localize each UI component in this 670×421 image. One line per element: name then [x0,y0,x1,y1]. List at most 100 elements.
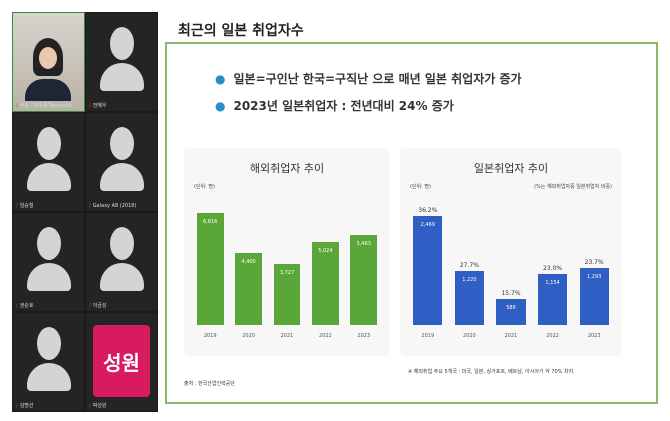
participant-name: / Galaxy A8 (2018) [89,203,136,209]
participant-tile[interactable]: / 권순호 [13,213,84,311]
muted-mic-icon: / [89,303,91,309]
bar: 1,154 23.0% [538,265,568,325]
bar-value-label: 1,293 [587,274,602,281]
slide-content-frame [165,42,658,404]
x-tick-label: 2020 [463,333,476,339]
chart-note: (%는 해외취업자중 일본취업자 비중) [534,184,612,190]
bar: 586 15.7% [496,290,526,325]
bar: 5,463 [350,235,378,325]
bar-value-label: 3,727 [279,269,295,276]
muted-mic-icon: / [16,203,18,209]
bar-value-label: 586 [506,305,516,312]
participant-name-text: 주승 · 조우종 Tanyouth [19,103,72,109]
bar-value-label: 1,220 [462,277,477,284]
x-tick-label: 2022 [546,333,559,339]
bar-percent-label: 15.7% [501,290,521,298]
bullet-text: 2023년 일본취업자 : 전년대비 24% 증가 [233,99,454,113]
participant-name-text: 김명선 [19,403,34,409]
avatar-head-icon [109,27,134,60]
avatar-head-icon [109,227,134,260]
participant-gallery: / 주승 · 조우종 Tanyouth / 전해우 / 임승철 / Galaxy A8 (20… [12,12,158,412]
chart-unit: (단위: 명) [410,184,431,190]
bar-value-label: 4,400 [241,258,256,265]
bullet-2: ● 2023년 일본취업자 : 전년대비 24% 증가 [215,97,454,114]
bar: 2,469 36.2% [413,207,443,325]
avatar-head-icon [36,327,61,360]
chart-title: 일본취업자 추이 [473,162,549,175]
bar-value-label: 6,816 [203,219,218,226]
bar: 1,220 27.7% [454,262,484,325]
bar-value-label: 1,154 [545,280,560,287]
x-tick-label: 2023 [587,333,601,339]
bullet-dot-icon: ● [215,99,226,113]
bar: 1,293 23.7% [579,259,609,325]
participant-tile[interactable]: / Galaxy A8 (2018) [86,113,157,211]
participant-tile[interactable]: / 임승철 [13,113,84,211]
avatar-body-icon [26,163,71,191]
bar: 3,727 [273,263,301,325]
participant-name: / 김명선 [16,402,34,409]
participant-name-text: 박성원 [92,403,107,409]
bar: 6,816 [196,213,224,325]
bar-value-label: 5,463 [356,241,371,248]
x-tick-label: 2020 [242,333,255,339]
participant-tile[interactable]: 성원 / 박성원 [86,313,157,411]
avatar-head-icon [36,127,61,160]
source-note: 출처 : 한국산업인력공단 [184,381,235,387]
chart-unit: (단위: 명) [194,184,215,190]
muted-mic-icon: / [16,403,18,409]
participant-name: / 권순호 [16,302,34,309]
avatar-head-icon [36,227,61,260]
video-body [25,79,71,101]
participant-name: / 박성원 [89,402,107,409]
bar: 4,400 [235,252,263,325]
bar-percent-label: 36.2% [418,207,438,215]
bar-value-label: 2,469 [420,222,435,229]
bar: 5,024 [311,242,339,325]
x-tick-label: 2022 [319,333,332,339]
x-tick-label: 2019 [203,333,217,339]
overseas-employment-chart: 해외취업자 추이 (단위: 명) 6,816 2019 4,400 2020 3,727 20… [186,150,388,355]
chart-title: 해외취업자 추이 [249,162,325,175]
participant-name: / 전해우 [89,102,107,109]
bar-percent-label: 23.7% [584,259,604,267]
japan-employment-chart: 일본취업자 추이 (단위: 명) (%는 해외취업자중 일본취업자 비중) 2,469… [402,150,620,355]
bullet-1: ● 일본=구인난 한국=구직난 으로 매년 일본 취업자가 증가 [215,70,522,87]
bar-value-label: 5,024 [318,248,333,255]
bar-percent-label: 27.7% [459,262,479,270]
muted-mic-icon: / [16,303,18,309]
participant-name-text: 전해우 [92,103,107,109]
participant-tile[interactable]: / 주승 · 조우종 Tanyouth [12,12,85,112]
participant-name-text: 이금성 [92,303,107,309]
participant-tile[interactable]: / 이금성 [86,213,157,311]
bullet-text: 일본=구인난 한국=구직난 으로 매년 일본 취업자가 증가 [233,72,522,86]
avatar-body-icon [99,163,144,191]
participant-name: / 이금성 [89,302,107,309]
avatar-body-icon [99,263,144,291]
muted-mic-icon: / [16,103,18,109]
avatar-body-icon [26,263,71,291]
participant-name-text: Galaxy A8 (2018) [92,203,137,209]
x-tick-label: 2019 [421,333,435,339]
participant-name-text: 권순호 [19,303,34,309]
avatar-body-icon [26,363,71,391]
muted-mic-icon: / [89,203,91,209]
participant-name-text: 임승철 [19,203,34,209]
x-tick-label: 2023 [357,333,371,339]
participant-tile[interactable]: / 김명선 [13,313,84,411]
x-tick-label: 2021 [504,333,518,339]
video-face [39,47,57,69]
slide-title: 최근의 일본 취업자수 [178,23,304,39]
x-tick-label: 2021 [280,333,294,339]
participant-name: / 주승 · 조우종 Tanyouth [16,102,72,109]
participant-name: / 임승철 [16,202,34,209]
avatar-head-icon [109,127,134,160]
bar-percent-label: 23.0% [543,265,563,273]
avatar-body-icon [99,63,144,91]
muted-mic-icon: / [89,403,91,409]
footnote: ※ 해외취업 주요 5개국 : 미국, 일본, 싱가포르, 베트남, 아시아가 … [408,369,574,375]
initials-avatar: 성원 [93,325,150,397]
muted-mic-icon: / [89,103,91,109]
bullet-dot-icon: ● [215,72,226,86]
participant-tile[interactable]: / 전해우 [86,13,157,111]
